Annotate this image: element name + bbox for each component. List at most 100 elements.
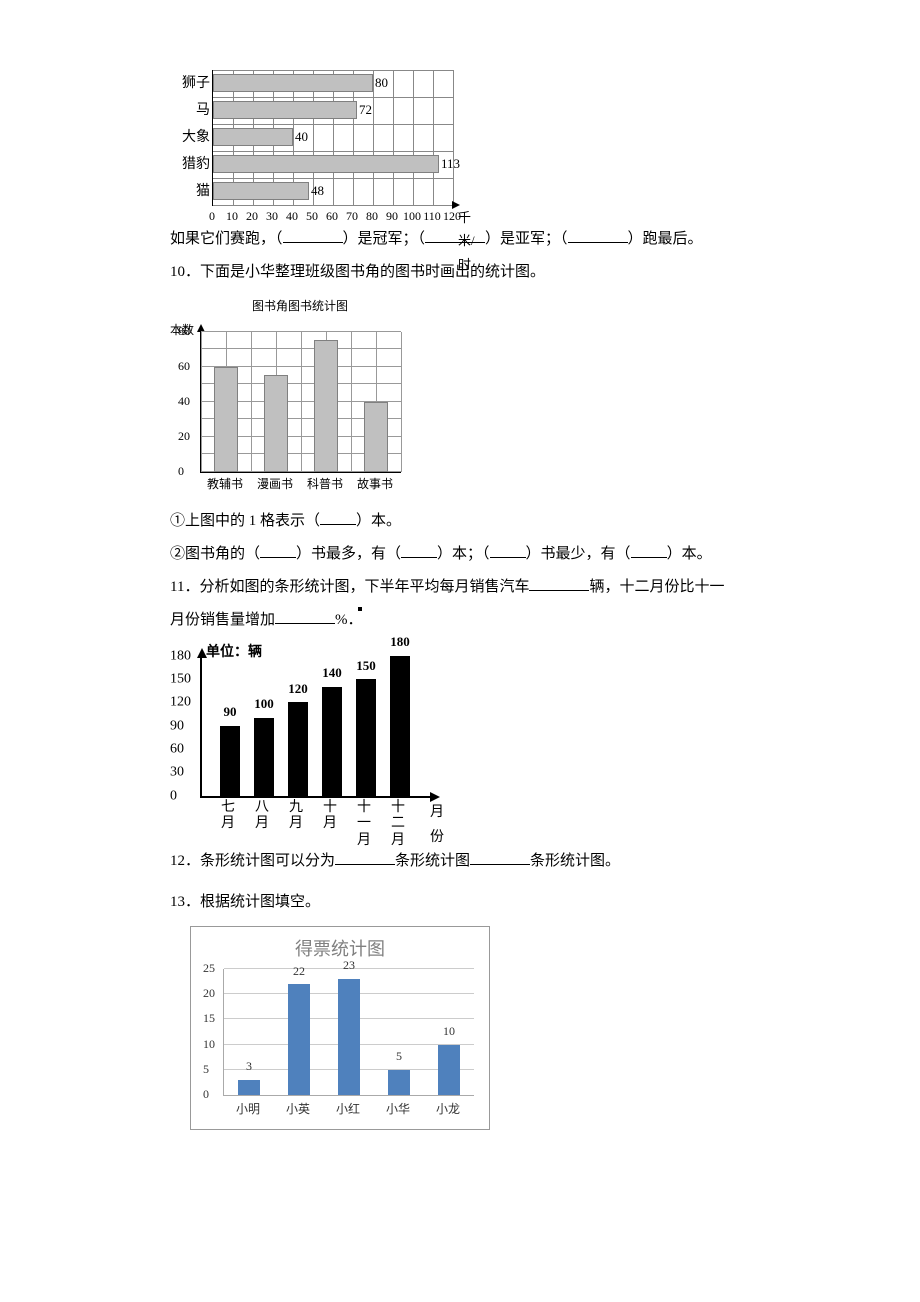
animal-xtick: 100 <box>403 206 421 228</box>
animal-speed-chart: 狮子 马 大象 猎豹 猫 80724011348 010203040506070… <box>170 70 470 220</box>
blank-last[interactable] <box>568 227 628 243</box>
book-ytick: 20 <box>178 426 190 448</box>
vote-ytick: 5 <box>203 1059 209 1081</box>
blank-grid-value[interactable] <box>320 509 356 525</box>
q9-text-3: ）是亚军；（ <box>485 231 568 247</box>
animal-value-4: 48 <box>311 182 324 200</box>
vote-chart-grid: 32223510 <box>223 969 474 1096</box>
vote-bar-3 <box>388 1070 410 1095</box>
book-xtick-2: 科普书 <box>307 474 343 496</box>
animal-xtick: 0 <box>209 206 215 228</box>
book-xtick-1: 漫画书 <box>257 474 293 496</box>
vote-value-1: 22 <box>293 961 305 983</box>
animal-xtick: 110 <box>423 206 441 228</box>
car-bar-0 <box>220 726 240 796</box>
book-ytick: 40 <box>178 391 190 413</box>
q10-sub1-post: ）本。 <box>356 513 401 529</box>
q10-sub2-mid3: ）书最少，有（ <box>526 546 631 562</box>
vote-ytick: 25 <box>203 958 215 980</box>
blank-avg-sales[interactable] <box>529 575 589 591</box>
q9-text-2: ）是冠军；（ <box>343 231 426 247</box>
car-value-0: 90 <box>224 700 237 723</box>
vote-xtick-4: 小龙 <box>436 1099 460 1121</box>
vote-bar-4 <box>438 1045 460 1095</box>
animal-chart-ylabels: 狮子 马 大象 猎豹 猫 <box>170 70 210 205</box>
q11-line2: 月份销售量增加%． <box>170 607 750 634</box>
book-ytick: 60 <box>178 356 190 378</box>
animal-bar-1 <box>213 101 357 119</box>
animal-xtick: 10 <box>226 206 238 228</box>
q12-mid: 条形统计图 <box>395 853 470 869</box>
blank-most-count[interactable] <box>401 542 437 558</box>
q11-part1: 11．分析如图的条形统计图，下半年平均每月销售汽车 <box>170 579 529 595</box>
book-bar-3 <box>364 402 388 472</box>
animal-xtick: 60 <box>326 206 338 228</box>
book-ytick: 0 <box>178 461 184 483</box>
car-bar-3 <box>322 687 342 796</box>
blank-least-kind[interactable] <box>490 542 526 558</box>
animal-label-3: 猎豹 <box>170 151 210 178</box>
blank-runnerup[interactable] <box>425 227 485 243</box>
q13: 13．根据统计图填空。 <box>170 889 750 916</box>
animal-value-1: 72 <box>359 101 372 119</box>
blank-least-count[interactable] <box>631 542 667 558</box>
car-xtick-2: 九月 <box>285 800 307 834</box>
book-xtick-0: 教辅书 <box>207 474 243 496</box>
vote-ytick: 0 <box>203 1084 209 1106</box>
car-bar-4 <box>356 679 376 796</box>
car-sales-chart: 单位：辆 90100120140150180 0306090120150180 … <box>170 642 450 842</box>
car-value-5: 180 <box>390 630 410 653</box>
vote-chart: 得票统计图 32223510 0510152025 小明小英小红小华小龙 <box>190 926 490 1130</box>
animal-xtick: 80 <box>366 206 378 228</box>
vote-chart-plot: 32223510 0510152025 小明小英小红小华小龙 <box>199 969 479 1119</box>
car-bar-5 <box>390 656 410 796</box>
car-ytick: 120 <box>170 690 191 715</box>
animal-chart-xlabel: 千米/时 <box>458 206 475 276</box>
blank-champion[interactable] <box>283 227 343 243</box>
car-ytick: 150 <box>170 666 191 691</box>
animal-bar-0 <box>213 74 373 92</box>
animal-xtick: 50 <box>306 206 318 228</box>
car-bar-1 <box>254 718 274 796</box>
animal-xtick: 20 <box>246 206 258 228</box>
blank-percent[interactable] <box>275 608 335 624</box>
center-dot-icon <box>358 607 362 611</box>
q12-pre: 12．条形统计图可以分为 <box>170 853 335 869</box>
vote-xtick-2: 小红 <box>336 1099 360 1121</box>
page: 狮子 马 大象 猎豹 猫 80724011348 010203040506070… <box>0 0 920 1190</box>
car-bar-2 <box>288 702 308 795</box>
blank-type1[interactable] <box>335 849 395 865</box>
q10-sub2-mid2: ）本；（ <box>437 546 490 562</box>
animal-label-1: 马 <box>170 97 210 124</box>
q10-sub1: ①上图中的 1 格表示（）本。 <box>170 508 750 535</box>
book-xtick-3: 故事书 <box>357 474 393 496</box>
car-ytick: 180 <box>170 643 191 668</box>
blank-type2[interactable] <box>470 849 530 865</box>
vote-chart-title: 得票统计图 <box>199 933 481 965</box>
car-chart-xlabel: 月份 <box>430 800 450 850</box>
vote-value-0: 3 <box>246 1056 252 1078</box>
car-chart-plot: 单位：辆 90100120140150180 0306090120150180 … <box>170 642 450 842</box>
q10-sub2-mid1: ）书最多，有（ <box>296 546 401 562</box>
animal-xtick: 90 <box>386 206 398 228</box>
q12: 12．条形统计图可以分为 条形统计图 条形统计图。 <box>170 848 750 875</box>
q11: 11．分析如图的条形统计图，下半年平均每月销售汽车 辆，十二月份比十一 <box>170 574 750 601</box>
car-xtick-1: 八月 <box>251 800 273 834</box>
vote-ytick: 15 <box>203 1009 215 1031</box>
car-xtick-0: 七月 <box>217 800 239 834</box>
animal-bar-2 <box>213 128 293 146</box>
animal-bar-4 <box>213 182 309 200</box>
animal-value-2: 40 <box>295 128 308 146</box>
book-chart-title: 图书角图书统计图 <box>170 296 430 318</box>
vote-ytick: 20 <box>203 983 215 1005</box>
vote-value-4: 10 <box>443 1021 455 1043</box>
q10-sub2: ②图书角的（）书最多，有（）本；（）书最少，有（）本。 <box>170 541 750 568</box>
blank-most-kind[interactable] <box>260 542 296 558</box>
q11-part2: 辆，十二月份比十一 <box>589 579 724 595</box>
q12-post: 条形统计图。 <box>530 853 620 869</box>
car-ytick: 90 <box>170 713 184 738</box>
car-value-2: 120 <box>288 677 308 700</box>
car-value-3: 140 <box>322 661 342 684</box>
car-chart-axis: 90100120140150180 <box>200 656 432 798</box>
animal-label-2: 大象 <box>170 124 210 151</box>
